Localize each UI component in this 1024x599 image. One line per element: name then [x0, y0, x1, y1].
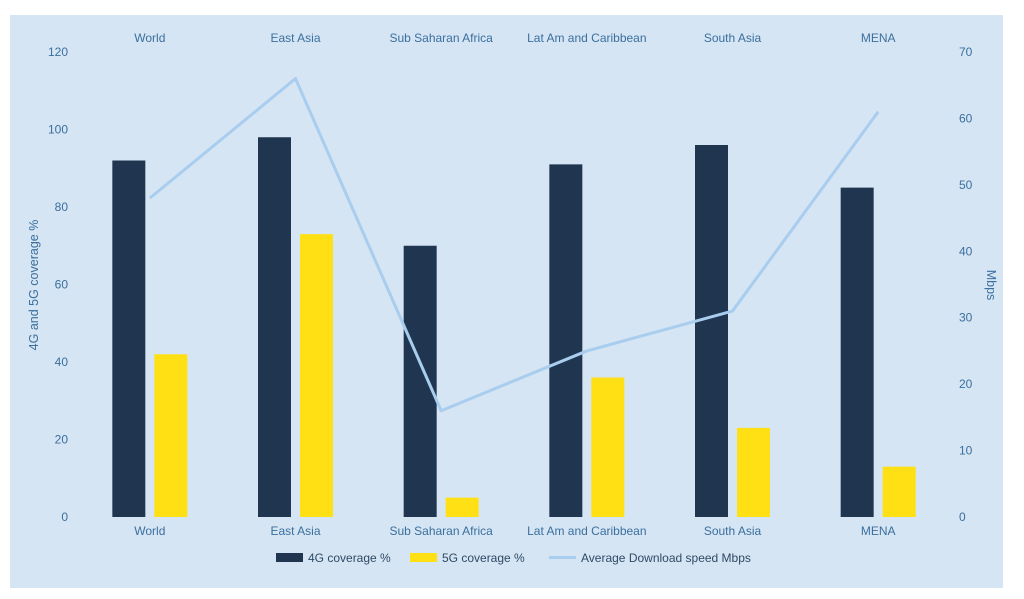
category-label-bottom: World	[134, 524, 165, 538]
5g-coverage-bar	[154, 354, 188, 517]
category-label-top: Sub Saharan Africa	[389, 31, 493, 45]
legend-label: Average Download speed Mbps	[581, 551, 751, 565]
category-label-top: MENA	[861, 31, 896, 45]
category-label-bottom: East Asia	[270, 524, 320, 538]
right-tick-label: 20	[959, 377, 973, 391]
legend: 4G coverage % 5G coverage % Average Downlo…	[276, 551, 751, 565]
download-speed-line-layer	[148, 77, 880, 413]
right-tick-label: 50	[959, 178, 973, 192]
bars	[112, 137, 916, 517]
4g-coverage-bar	[403, 245, 437, 517]
category-label-top: World	[134, 31, 165, 45]
left-tick-label: 120	[48, 45, 68, 59]
right-tick-label: 40	[959, 244, 973, 258]
legend-swatch	[410, 553, 437, 562]
4g-coverage-bar	[258, 137, 291, 517]
right-axis-ticks: 0 10 20 30 40 50 60 70	[959, 45, 973, 524]
5g-coverage-bar	[445, 497, 479, 517]
5g-coverage-bar	[300, 234, 333, 517]
download-speed-line	[148, 77, 880, 413]
legend-swatch	[276, 553, 303, 562]
right-tick-label: 60	[959, 111, 973, 125]
5g-coverage-bar	[737, 427, 770, 517]
4g-coverage-bar	[840, 187, 874, 517]
category-label-bottom: Lat Am and Caribbean	[527, 524, 646, 538]
5g-coverage-bar	[882, 466, 916, 517]
category-label-bottom: South Asia	[704, 524, 762, 538]
category-labels-top: World East Asia Sub Saharan Africa Lat Am a…	[134, 31, 895, 45]
4g-coverage-bar	[549, 164, 583, 517]
right-tick-label: 10	[959, 444, 973, 458]
4g-coverage-bar	[695, 145, 728, 517]
left-tick-label: 40	[55, 355, 69, 369]
right-axis-title: Mbps	[984, 270, 998, 301]
category-label-bottom: MENA	[861, 524, 896, 538]
4g-coverage-bar	[112, 160, 146, 517]
left-axis-ticks: 0 20 40 60 80 100 120	[48, 45, 68, 524]
category-label-bottom: Sub Saharan Africa	[389, 524, 493, 538]
left-axis-title: 4G and 5G coverage %	[27, 220, 41, 351]
left-tick-label: 20	[55, 433, 69, 447]
left-tick-label: 100	[48, 123, 68, 137]
5g-coverage-bar	[591, 377, 625, 517]
right-tick-label: 0	[959, 510, 966, 524]
left-tick-label: 0	[61, 510, 68, 524]
left-tick-label: 80	[55, 200, 69, 214]
right-tick-label: 30	[959, 311, 973, 325]
category-labels-bottom: World East Asia Sub Saharan Africa Lat Am a…	[134, 524, 895, 538]
right-tick-label: 70	[959, 45, 973, 59]
left-tick-label: 60	[55, 278, 69, 292]
category-label-top: Lat Am and Caribbean	[527, 31, 646, 45]
legend-label: 4G coverage %	[308, 551, 391, 565]
category-label-top: South Asia	[704, 31, 762, 45]
category-label-top: East Asia	[270, 31, 320, 45]
legend-label: 5G coverage %	[442, 551, 525, 565]
